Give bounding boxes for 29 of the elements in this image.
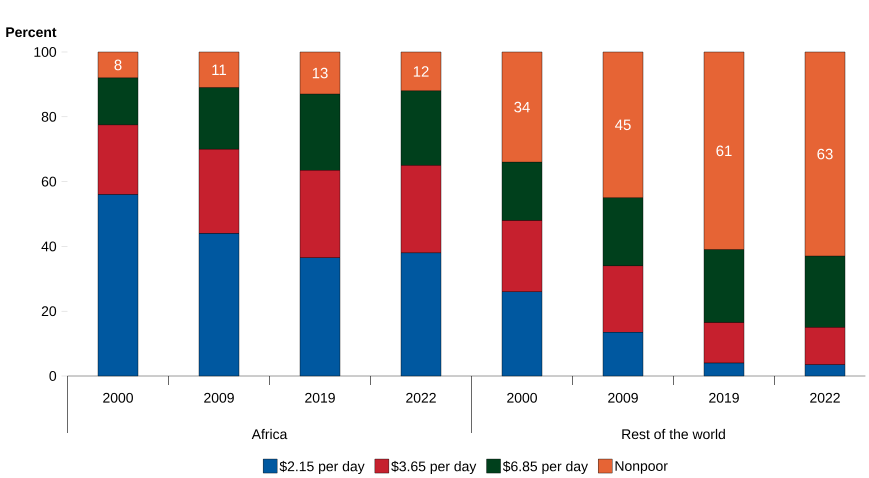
y-tick-label: 60 bbox=[42, 176, 56, 187]
x-tick-label: 2019 bbox=[709, 392, 739, 403]
data-label: 11 bbox=[212, 64, 226, 75]
legend-label: Nonpoor bbox=[616, 461, 668, 474]
y-axis-title: Percent bbox=[6, 27, 56, 38]
legend-label: $6.85 per day bbox=[502, 460, 588, 474]
x-tick-label: 2000 bbox=[103, 392, 133, 403]
data-label: 13 bbox=[312, 68, 328, 78]
x-tick-label: 2009 bbox=[608, 392, 638, 403]
data-label: 61 bbox=[716, 146, 732, 156]
data-label: 8 bbox=[114, 60, 122, 70]
x-tick-label: 2022 bbox=[810, 392, 840, 403]
data-label: 63 bbox=[817, 148, 833, 160]
x-tick-label: 2019 bbox=[305, 392, 335, 403]
y-tick-label: 0 bbox=[49, 371, 56, 381]
x-tick-label: 2000 bbox=[507, 392, 537, 403]
y-tick-label: 100 bbox=[34, 47, 56, 57]
y-tick-label: 20 bbox=[42, 306, 56, 316]
text: Africa bbox=[252, 428, 288, 440]
legend-label: $2.15 per day bbox=[280, 460, 365, 474]
data-label: 45 bbox=[615, 120, 631, 130]
x-tick-label: 2009 bbox=[204, 392, 234, 403]
data-label: 12 bbox=[414, 66, 429, 77]
text: Rest of the world bbox=[622, 428, 725, 440]
y-tick-label: 40 bbox=[41, 241, 56, 252]
x-tick-label: 2022 bbox=[406, 392, 436, 403]
y-tick-label: 80 bbox=[42, 112, 56, 122]
legend-label: $3.65 per day bbox=[391, 460, 476, 474]
data-label: 34 bbox=[514, 102, 530, 112]
